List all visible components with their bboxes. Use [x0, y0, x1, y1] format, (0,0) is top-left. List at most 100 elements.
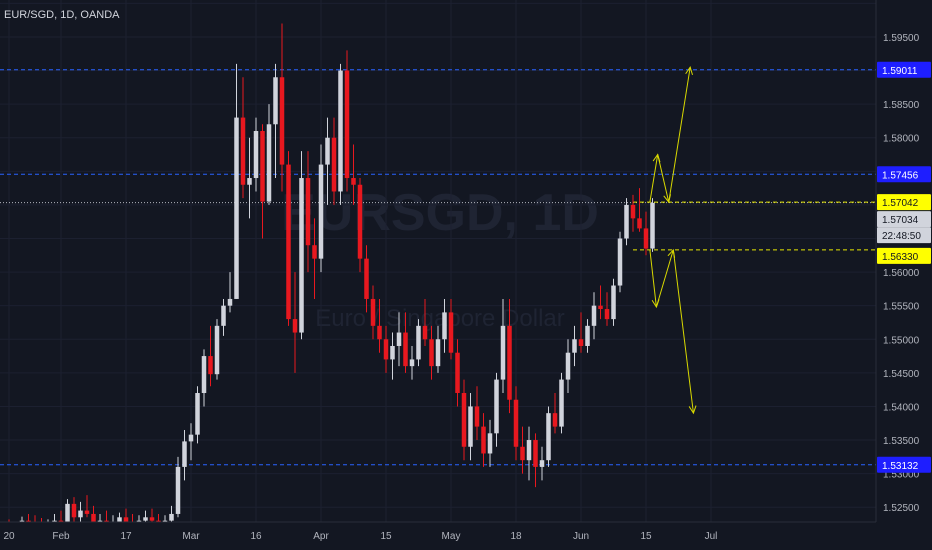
time-tick-label: Jun	[573, 531, 589, 542]
candle	[221, 298, 226, 336]
candle	[630, 194, 636, 232]
countdown-tag-bg	[877, 227, 931, 244]
projection-arrowhead	[651, 299, 660, 309]
price-tick-label: 1.55500	[883, 302, 920, 313]
candle	[338, 63, 343, 205]
candle-body	[585, 325, 590, 346]
candle-body	[487, 433, 493, 454]
candle-body	[630, 204, 636, 219]
candle-body	[331, 137, 337, 192]
candle-body	[422, 325, 428, 340]
candle	[611, 278, 616, 326]
candle-body	[442, 312, 447, 340]
time-tick-label: Apr	[313, 531, 329, 542]
candle-body	[591, 305, 597, 326]
candle-body	[208, 356, 213, 375]
price-axis[interactable]: 1.52500 1.53000 1.53500 1.54000 1.54500 1.550…	[875, 0, 932, 550]
zone-bottom-tag-text: 1.56330	[882, 252, 919, 263]
countdown-tag-text: 22:48:50	[882, 231, 921, 242]
candle	[591, 292, 597, 340]
candle	[175, 456, 181, 518]
zone-bottom-tag: 1.56330	[877, 247, 931, 264]
price-tick-label: 1.53500	[883, 436, 920, 447]
candle-body	[546, 413, 551, 461]
candle-body	[182, 441, 187, 467]
candle	[500, 298, 506, 394]
level-price-tag-bg	[877, 61, 931, 78]
candle	[643, 211, 649, 256]
level-price-tag: 1.57456	[877, 166, 931, 183]
price-tick-label: 1.54500	[883, 369, 920, 380]
candle-body	[598, 305, 603, 310]
candle	[429, 325, 434, 380]
current-price-tag-bg	[877, 211, 931, 228]
candle	[409, 345, 415, 380]
candle-body	[507, 325, 512, 400]
candle-body	[448, 312, 454, 353]
candle	[351, 144, 356, 205]
level-lines	[0, 69, 876, 466]
candle-body	[552, 413, 558, 427]
candle-body	[494, 379, 499, 434]
projection-path	[649, 67, 691, 203]
candle-body	[455, 352, 460, 394]
candle-body	[364, 258, 369, 299]
candle	[513, 386, 519, 461]
symbol-label[interactable]: EUR/SGD, 1D, OANDA	[4, 9, 120, 21]
candle-body	[247, 178, 252, 185]
price-tick-label: 1.52500	[883, 503, 920, 514]
projection-arrowhead	[652, 153, 661, 163]
candle-body	[266, 124, 272, 202]
candle-body	[572, 339, 577, 353]
price-tick-label: 1.54000	[883, 402, 920, 413]
candle-body	[318, 164, 324, 259]
candle-body	[286, 164, 291, 320]
candle	[253, 117, 259, 192]
candle	[422, 298, 428, 346]
candle	[572, 325, 577, 367]
candle-body	[344, 70, 350, 179]
level-price-tag-text: 1.57456	[882, 170, 919, 181]
candle-body	[396, 332, 402, 346]
candle	[650, 198, 655, 252]
candle-body	[338, 70, 343, 192]
candle	[507, 298, 512, 414]
candle-body	[637, 218, 642, 229]
projection-arrowhead	[663, 194, 671, 204]
level-price-tag-text: 1.53132	[882, 461, 919, 472]
candle	[292, 272, 298, 373]
candle-body	[351, 178, 356, 185]
candle	[578, 312, 584, 353]
candle	[403, 312, 408, 373]
candle-body	[533, 440, 538, 467]
projection-arrowhead	[685, 66, 693, 75]
time-axis-bg	[0, 522, 932, 550]
candle-body	[468, 406, 473, 447]
candles[interactable]	[6, 23, 655, 540]
candle-body	[624, 204, 629, 239]
candle-body	[409, 359, 415, 367]
candle-body	[279, 77, 285, 165]
price-tick-label: 1.58500	[883, 100, 920, 111]
price-tick-label: 1.53000	[883, 470, 920, 481]
candle-body	[123, 517, 129, 522]
time-axis[interactable]: 20 Feb 17 Mar 16 Apr 15 May 18 Jun 15 Jul	[0, 521, 932, 550]
countdown-tag: 22:48:50	[877, 227, 931, 244]
candle	[149, 508, 155, 525]
candle	[182, 429, 187, 481]
grid	[0, 0, 876, 522]
candle	[357, 178, 363, 273]
candle	[390, 332, 395, 380]
candle	[468, 393, 473, 461]
level-price-tag-text: 1.59011	[882, 66, 918, 77]
zone-top-tag: 1.57042	[877, 194, 931, 211]
candle	[533, 433, 538, 488]
candle-body	[234, 117, 239, 299]
candle-body	[370, 298, 376, 326]
projection-arrowhead	[667, 248, 676, 258]
candle-body	[201, 356, 207, 394]
price-tick-label: 1.56000	[883, 268, 920, 279]
candle	[448, 298, 454, 360]
candle	[331, 117, 337, 205]
